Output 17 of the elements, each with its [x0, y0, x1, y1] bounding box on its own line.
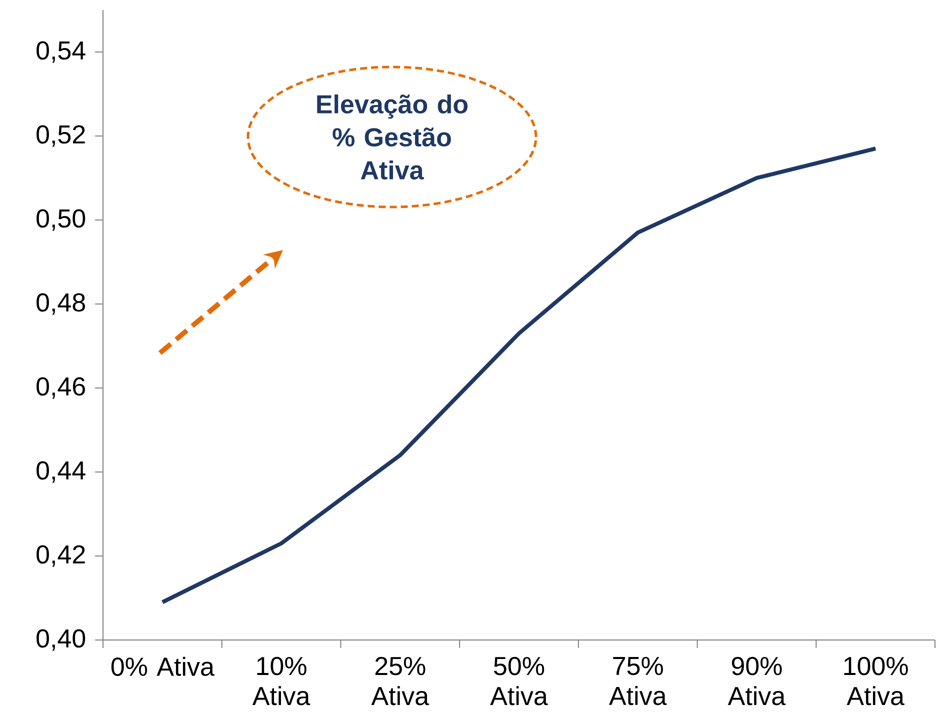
y-tick-label: 0,48 [36, 293, 86, 315]
x-tick-label: 25% Ativa [371, 656, 430, 706]
y-tick-label: 0,42 [36, 545, 85, 567]
x-tick-label: 100% Ativa [844, 656, 908, 706]
y-tick-label: 0,40 [36, 629, 86, 651]
y-tick-label: 0,50 [36, 209, 86, 231]
y-tick-label: 0,52 [36, 125, 85, 147]
annotation: Elevação do % Gestão Ativa [317, 94, 468, 180]
x-tick-label: 0% Ativa [111, 656, 214, 676]
y-tick-label: 0,46 [36, 377, 85, 399]
x-tick-label: 75% Ativa [609, 656, 667, 706]
x-tick-label: 10% Ativa [252, 656, 310, 706]
y-tick-label: 0,44 [36, 461, 86, 483]
y-tick-label: 0,54 [36, 41, 86, 63]
line-series [160, 146, 878, 604]
x-tick-label: 90% Ativa [728, 656, 786, 706]
x-tick-label: 50% Ativa [490, 656, 548, 706]
